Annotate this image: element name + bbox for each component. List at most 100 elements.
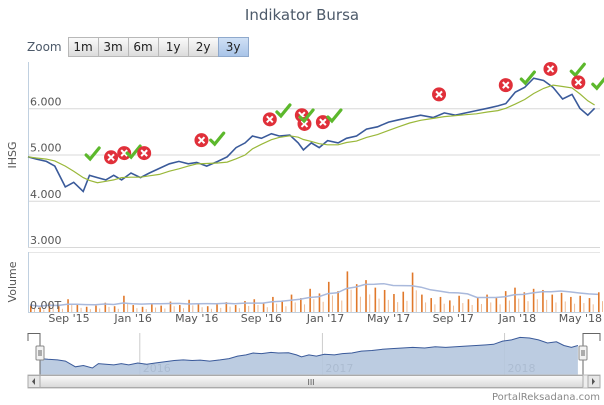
volume-bar[interactable] <box>337 291 339 312</box>
zoom-3y-button[interactable]: 3y <box>217 37 249 57</box>
volume-bar[interactable] <box>490 302 492 312</box>
volume-bar[interactable] <box>495 298 498 312</box>
volume-bar[interactable] <box>294 302 296 312</box>
volume-bar[interactable] <box>229 306 231 312</box>
volume-bar[interactable] <box>220 307 222 312</box>
sell-signal-icon[interactable] <box>432 87 447 102</box>
volume-bar[interactable] <box>136 308 138 312</box>
volume-bar[interactable] <box>504 291 507 312</box>
volume-bar[interactable] <box>117 308 119 312</box>
buy-signal-icon[interactable] <box>298 108 315 124</box>
volume-bar[interactable] <box>272 296 274 312</box>
buy-signal-icon[interactable] <box>209 131 226 147</box>
volume-bar[interactable] <box>546 299 548 312</box>
volume-bar[interactable] <box>359 296 361 312</box>
buy-signal-icon[interactable] <box>569 62 586 78</box>
sell-signal-icon[interactable] <box>194 133 209 148</box>
volume-bar[interactable] <box>592 304 594 312</box>
buy-signal-icon[interactable] <box>275 103 292 119</box>
volume-bar[interactable] <box>95 305 97 312</box>
volume-bar[interactable] <box>443 303 445 312</box>
volume-bar[interactable] <box>421 294 423 312</box>
volume-bar[interactable] <box>80 307 82 312</box>
volume-bar[interactable] <box>89 309 91 312</box>
volume-bar[interactable] <box>383 289 386 312</box>
volume-bar[interactable] <box>471 304 473 312</box>
volume-bar[interactable] <box>480 304 482 312</box>
volume-bar[interactable] <box>108 306 110 312</box>
volume-bar[interactable] <box>536 299 538 312</box>
volume-bar[interactable] <box>248 305 250 312</box>
volume-bar[interactable] <box>43 309 45 312</box>
volume-bar[interactable] <box>192 305 194 312</box>
volume-bar[interactable] <box>173 306 175 312</box>
volume-bar[interactable] <box>355 284 358 312</box>
volume-bar[interactable] <box>322 301 324 312</box>
zoom-1y-button[interactable]: 1y <box>157 37 189 57</box>
volume-bar[interactable] <box>579 295 581 312</box>
volume-bar[interactable] <box>425 302 427 312</box>
buy-signal-icon[interactable] <box>84 146 101 162</box>
volume-bar[interactable] <box>266 307 268 312</box>
volume-bar[interactable] <box>374 287 377 312</box>
volume-bar[interactable] <box>564 301 566 312</box>
navigator-handle[interactable] <box>35 345 45 361</box>
sell-signal-icon[interactable] <box>262 112 277 127</box>
volume-bar[interactable] <box>415 290 417 312</box>
sell-signal-icon[interactable] <box>297 116 312 131</box>
volume-bar[interactable] <box>458 295 460 312</box>
volume-bar[interactable] <box>30 305 32 312</box>
volume-bar[interactable] <box>257 304 259 312</box>
volume-bar[interactable] <box>99 308 101 312</box>
volume-bar[interactable] <box>555 302 557 312</box>
volume-bar[interactable] <box>155 307 157 312</box>
volume-bar[interactable] <box>145 309 147 312</box>
volume-bar[interactable] <box>588 298 591 312</box>
volume-bar[interactable] <box>253 299 256 312</box>
volume-bar[interactable] <box>210 308 212 312</box>
volume-bar[interactable] <box>560 292 563 312</box>
volume-bar[interactable] <box>397 302 399 312</box>
volume-bar[interactable] <box>350 289 352 312</box>
volume-bar[interactable] <box>39 307 41 312</box>
volume-bar[interactable] <box>583 303 585 312</box>
volume-bar[interactable] <box>486 294 488 312</box>
volume-bar[interactable] <box>164 308 166 312</box>
sell-signal-icon[interactable] <box>137 146 152 161</box>
volume-bar[interactable] <box>331 295 333 312</box>
volume-bar[interactable] <box>476 297 479 313</box>
volume-bar[interactable] <box>201 307 203 312</box>
volume-bar[interactable] <box>169 301 172 312</box>
volume-bar[interactable] <box>113 306 116 312</box>
volume-bar[interactable] <box>309 288 311 312</box>
volume-bar[interactable] <box>182 308 184 312</box>
navigator-handle[interactable] <box>578 345 588 361</box>
volume-bar[interactable] <box>406 300 408 312</box>
sell-signal-icon[interactable] <box>498 78 513 93</box>
volume-bar[interactable] <box>574 303 576 312</box>
sell-signal-icon[interactable] <box>543 61 558 76</box>
sell-signal-icon[interactable] <box>571 75 586 90</box>
volume-bar[interactable] <box>71 304 73 312</box>
volume-bar[interactable] <box>141 306 144 312</box>
volume-bar[interactable] <box>225 302 228 312</box>
volume-bar[interactable] <box>402 291 405 312</box>
volume-bar[interactable] <box>34 308 35 312</box>
volume-bar[interactable] <box>542 289 544 312</box>
volume-bar[interactable] <box>439 296 442 312</box>
volume-bar[interactable] <box>449 300 451 312</box>
volume-bar[interactable] <box>532 288 535 312</box>
volume-bar[interactable] <box>304 304 306 312</box>
volume-bar[interactable] <box>602 301 603 312</box>
volume-bar[interactable] <box>598 292 600 312</box>
volume-bar[interactable] <box>160 305 162 312</box>
volume-bar[interactable] <box>327 281 330 312</box>
volume-bar[interactable] <box>387 299 389 312</box>
volume-bar[interactable] <box>67 299 69 312</box>
volume-bar[interactable] <box>570 296 572 312</box>
volume-bar[interactable] <box>453 305 455 312</box>
volume-bar[interactable] <box>467 299 470 312</box>
buy-signal-icon[interactable] <box>519 70 536 86</box>
volume-bar[interactable] <box>216 304 218 312</box>
volume-bar[interactable] <box>244 300 246 312</box>
